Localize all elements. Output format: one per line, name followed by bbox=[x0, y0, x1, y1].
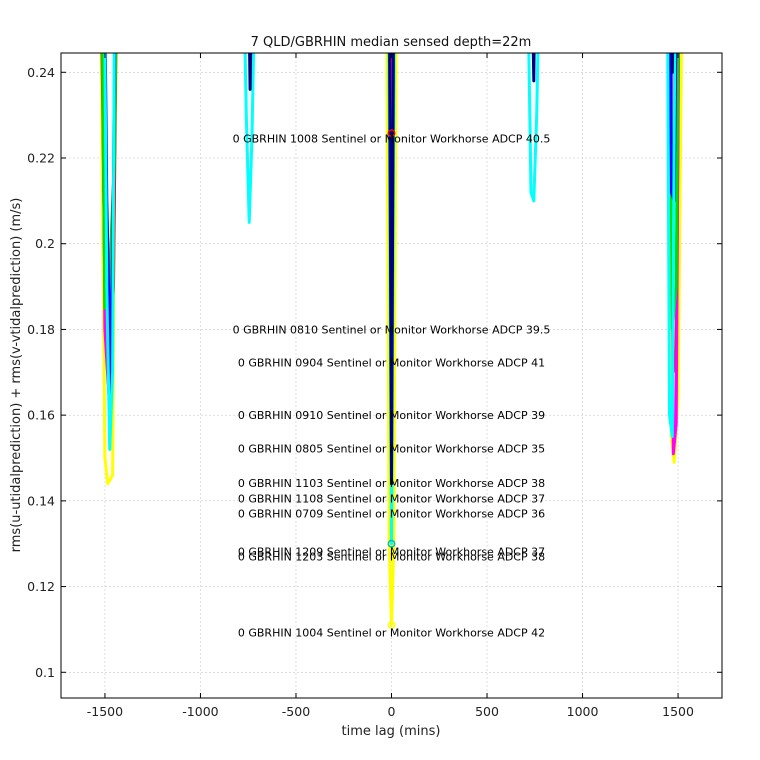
series-layer bbox=[99, 53, 683, 627]
y-axis-label: rms(u-utidalprediction) + rms(v-vtidalpr… bbox=[9, 198, 24, 553]
tick-layer: -1500 -1000 -500 0 500 1000 1500 0.1 0.12 0.14 0.1… bbox=[27, 53, 722, 719]
x-axis-label: time lag (mins) bbox=[342, 724, 441, 739]
chart-title: 7 QLD/GBRHIN median sensed depth=22m bbox=[251, 35, 532, 50]
marker-layer bbox=[387, 129, 396, 630]
y-tick-label: 0.22 bbox=[27, 151, 55, 166]
x-tick-label: 1000 bbox=[567, 704, 599, 719]
series-annotation: 0 GBRHIN 0805 Sentinel or Monitor Workho… bbox=[238, 443, 545, 456]
y-tick-label: 0.12 bbox=[27, 579, 55, 594]
series-annotation: 0 GBRHIN 1004 Sentinel or Monitor Workho… bbox=[238, 626, 545, 639]
x-tick-label: 1500 bbox=[662, 704, 694, 719]
lag-zero-marker-0 bbox=[387, 129, 396, 138]
y-tick-label: 0.24 bbox=[27, 65, 55, 80]
series-annotation: 0 GBRHIN 1103 Sentinel or Monitor Workho… bbox=[238, 477, 545, 490]
y-tick-label: 0.16 bbox=[27, 408, 55, 423]
x-tick-label: 500 bbox=[475, 704, 499, 719]
x-tick-label: -500 bbox=[282, 704, 310, 719]
x-tick-label: -1500 bbox=[87, 704, 123, 719]
y-tick-label: 0.1 bbox=[35, 665, 55, 680]
series-annotation: 0 GBRHIN 0910 Sentinel or Monitor Workho… bbox=[238, 409, 545, 422]
series-annotation: 0 GBRHIN 0904 Sentinel or Monitor Workho… bbox=[238, 356, 545, 369]
y-tick-label: 0.14 bbox=[27, 493, 55, 508]
lag-zero-marker-1 bbox=[387, 539, 396, 548]
annotation-layer: 0 GBRHIN 1008 Sentinel or Monitor Workho… bbox=[233, 133, 551, 640]
series-annotation: 0 GBRHIN 1203 Sentinel or Monitor Workho… bbox=[238, 551, 545, 564]
series-annotation: 0 GBRHIN 1108 Sentinel or Monitor Workho… bbox=[238, 493, 545, 506]
series-annotation: 0 GBRHIN 0709 Sentinel or Monitor Workho… bbox=[238, 508, 545, 521]
series-annotation: 0 GBRHIN 0810 Sentinel or Monitor Workho… bbox=[233, 323, 551, 336]
y-tick-label: 0.2 bbox=[35, 236, 55, 251]
series-annotation: 0 GBRHIN 1209 Sentinel or Monitor Workho… bbox=[238, 545, 545, 558]
x-tick-label: 0 bbox=[388, 704, 396, 719]
x-tick-label: -1000 bbox=[182, 704, 218, 719]
series-annotation: 0 GBRHIN 1008 Sentinel or Monitor Workho… bbox=[233, 133, 551, 146]
lag-zero-marker-2 bbox=[387, 621, 396, 630]
y-tick-label: 0.18 bbox=[27, 322, 55, 337]
